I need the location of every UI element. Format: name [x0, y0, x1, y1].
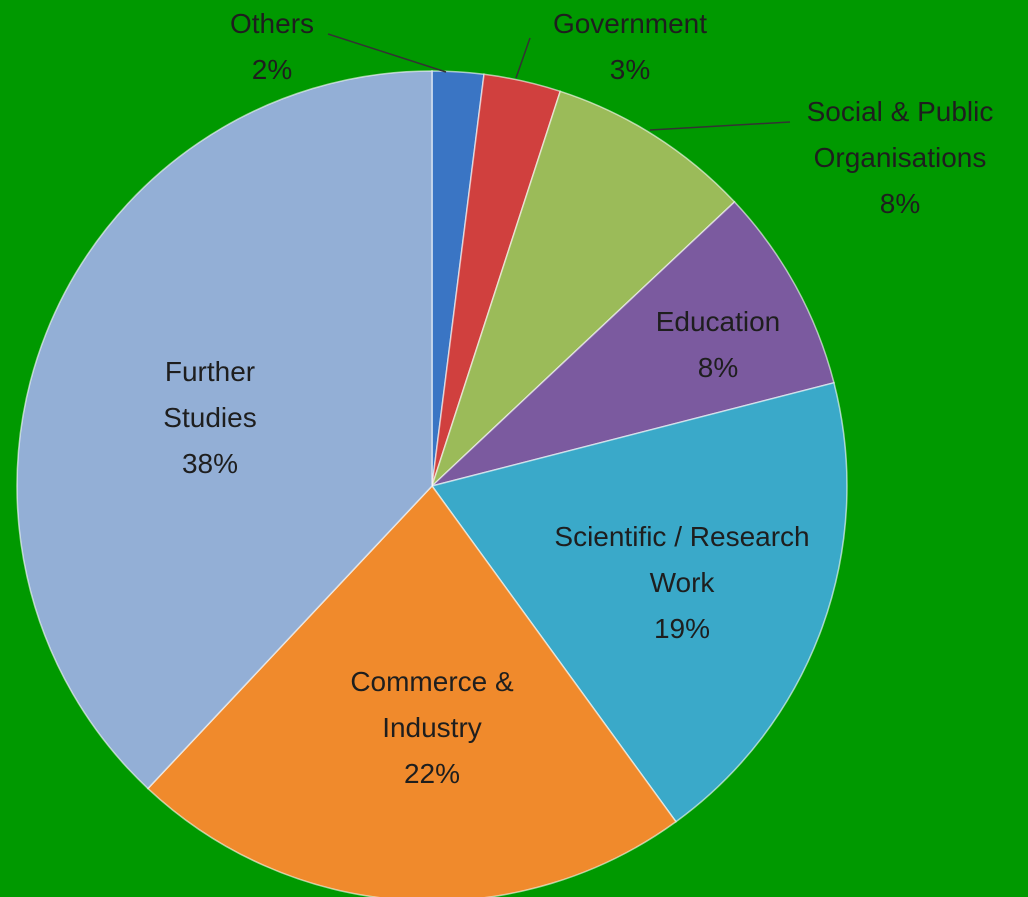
category-name: Further Studies	[163, 356, 257, 433]
leader-line	[515, 37, 531, 79]
value-label: 22%	[403, 758, 461, 789]
pie-slice	[430, 381, 848, 823]
category-name: Commerce & Industry	[350, 666, 514, 743]
category-name: Others	[229, 8, 315, 39]
value-label: 8%	[879, 188, 921, 219]
value-label: 19%	[653, 613, 711, 644]
value-label: 38%	[181, 448, 239, 479]
category-name: Government	[552, 8, 708, 39]
value-label: 8%	[697, 352, 739, 383]
slice-label: Others 2%	[172, 1, 372, 93]
pie-slice	[431, 90, 736, 487]
pie-slice	[146, 484, 677, 897]
value-label: 2%	[251, 54, 293, 85]
slice-label: Social & Public Organisations 8%	[780, 89, 1020, 227]
category-name: Education	[655, 306, 781, 337]
value-label: 3%	[609, 54, 651, 85]
pie-slice	[16, 70, 433, 790]
slice-label: Further Studies 38%	[140, 349, 280, 487]
pie-slice	[431, 200, 835, 487]
leader-line	[649, 121, 791, 131]
slice-label: Government 3%	[510, 1, 750, 93]
slice-label: Commerce & Industry 22%	[317, 659, 547, 797]
leader-line	[327, 33, 447, 73]
category-name: Social & Public Organisations	[806, 96, 994, 173]
slice-label: Scientific / Research Work 19%	[552, 514, 812, 652]
category-name: Scientific / Research Work	[554, 521, 810, 598]
slice-label: Education 8%	[618, 299, 818, 391]
